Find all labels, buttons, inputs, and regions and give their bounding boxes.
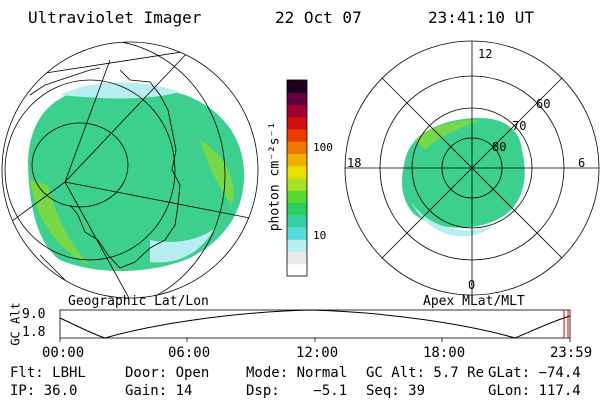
colorbar-segment bbox=[287, 80, 307, 93]
mlt-label-12: 12 bbox=[478, 47, 493, 61]
colorbar-frame bbox=[286, 79, 308, 277]
uv-image-right bbox=[402, 118, 525, 228]
status-dsp: Dsp: −5.1 bbox=[246, 383, 348, 399]
colorbar-unit-label: photon cm⁻²s⁻¹ bbox=[267, 121, 283, 232]
gc-alt-curve bbox=[59, 309, 571, 339]
lat-label-60: 60 bbox=[536, 97, 551, 111]
colorbar-segment bbox=[287, 153, 307, 167]
polar-map bbox=[344, 40, 600, 296]
status-filter: Flt: LBHL bbox=[10, 365, 86, 381]
colorbar-tick-100: 100 bbox=[313, 141, 333, 154]
mlt-label-6: 6 bbox=[578, 156, 586, 170]
colorbar-segment bbox=[287, 263, 307, 277]
timeline-x-tick-1: 06:00 bbox=[168, 345, 211, 361]
colorbar-segment bbox=[287, 178, 307, 191]
colorbar-segment bbox=[287, 165, 307, 179]
status-seq: Seq: 39 bbox=[366, 383, 426, 399]
colorbar-segment bbox=[287, 227, 307, 240]
status-mode: Mode: Normal bbox=[246, 365, 348, 381]
timeline-x-tick-2: 12:00 bbox=[296, 345, 339, 361]
coastline bbox=[69, 69, 181, 269]
colorbar-segment bbox=[287, 251, 307, 265]
mlt-label-0: 0 bbox=[468, 278, 476, 292]
geographic-map bbox=[1, 41, 259, 299]
status-gain: Gain: 14 bbox=[125, 383, 193, 399]
timeline-axis-label: GC Alt bbox=[8, 302, 23, 346]
colorbar-segment bbox=[287, 92, 307, 105]
timeline-x-tick-4: 23:59 bbox=[550, 345, 593, 361]
timeline-y-tick-low: 1.8 bbox=[22, 325, 46, 340]
colorbar-segment bbox=[287, 141, 307, 154]
lat-label-70: 70 bbox=[512, 119, 527, 133]
colorbar-segment bbox=[287, 214, 307, 228]
status-glon: GLon: 117.4 bbox=[488, 383, 581, 399]
date-label: 22 Oct 07 bbox=[275, 8, 362, 27]
status-ip: IP: 36.0 bbox=[10, 383, 78, 399]
timeline-y-tick-high: 9.0 bbox=[22, 307, 46, 322]
left-map-label: Geographic Lat/Lon bbox=[68, 294, 209, 309]
colorbar-tick-10: 10 bbox=[313, 229, 327, 242]
timeline-x-tick-0: 00:00 bbox=[42, 345, 85, 361]
time-label: 23:41:10 UT bbox=[428, 8, 534, 27]
colorbar-segment bbox=[287, 190, 307, 203]
mlt-label-18: 18 bbox=[347, 156, 362, 170]
instrument-title: Ultraviolet Imager bbox=[28, 8, 202, 27]
colorbar-segment bbox=[287, 116, 307, 130]
colorbar-segment bbox=[287, 202, 307, 216]
gc-alt-timeline bbox=[59, 309, 571, 342]
colorbar-segment bbox=[287, 104, 307, 118]
timeline-x-tick-3: 18:00 bbox=[423, 345, 466, 361]
status-glat: GLat: −74.4 bbox=[488, 365, 581, 381]
lat-label-80: 80 bbox=[492, 140, 507, 154]
status-door: Door: Open bbox=[125, 365, 210, 381]
colorbar bbox=[287, 80, 307, 277]
colorbar-segment bbox=[287, 129, 307, 142]
status-gc-alt: GC Alt: 5.7 Re bbox=[366, 365, 485, 381]
colorbar-segment bbox=[287, 239, 307, 252]
right-map-label: Apex MLat/MLT bbox=[423, 294, 525, 309]
